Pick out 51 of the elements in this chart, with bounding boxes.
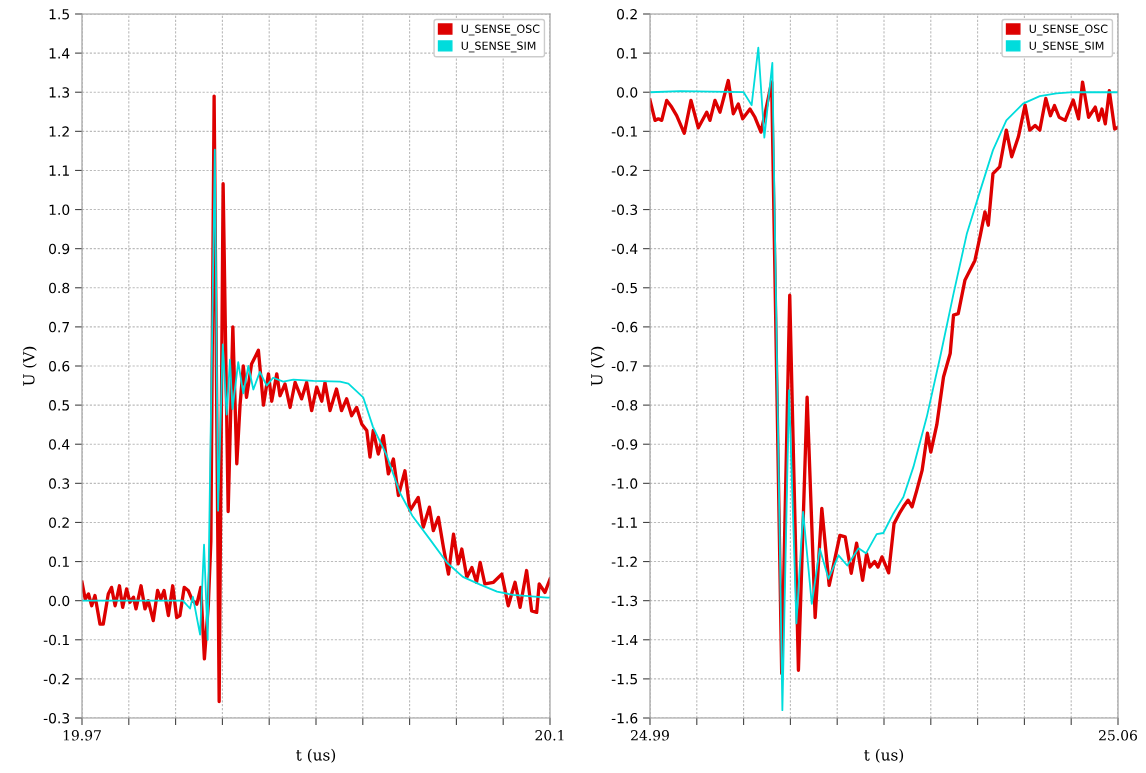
y-tick-label: -0.8 [611, 400, 638, 411]
y-tick-label: -0.4 [611, 243, 638, 255]
y-tick-label: -1.5 [611, 674, 637, 685]
y-tick-label: 0.2 [49, 517, 69, 528]
y-axis-title: U (V) [590, 346, 605, 386]
x-tick-label: 19.97 [63, 730, 101, 741]
y-tick-label: -1.6 [611, 712, 638, 724]
y-tick-label: 1.5 [49, 9, 69, 20]
y-tick-label: -1.0 [611, 478, 638, 489]
y-tick-label: -1.1 [611, 517, 637, 528]
y-tick-label: 0.5 [49, 400, 69, 411]
y-tick-label: -0.2 [43, 673, 69, 685]
y-tick-label: 0.9 [49, 243, 70, 255]
y-tick-label: -0.3 [43, 712, 70, 724]
y-tick-label: 0.4 [49, 439, 70, 450]
y-tick-label: 0.0 [617, 87, 638, 98]
y-tick-label: 0.3 [49, 478, 70, 489]
y-axis-title: U (V) [22, 346, 37, 386]
y-tick-label: -1.2 [611, 556, 637, 567]
y-tick-label: 0.8 [49, 282, 70, 294]
y-tick-label: 1.1 [49, 165, 69, 176]
y-tick-label: 0.6 [49, 360, 70, 372]
legend-label: U_SENSE_OSC [1029, 24, 1108, 36]
x-tick-label: 25.06 [1099, 730, 1138, 741]
y-tick-label: 1.3 [49, 87, 70, 98]
y-tick-label: 0.2 [617, 8, 637, 20]
y-tick-label: -0.2 [611, 165, 637, 176]
y-tick-label: -0.1 [43, 634, 69, 646]
y-tick-label: 1.2 [49, 126, 69, 137]
y-tick-label: 1.4 [49, 48, 70, 59]
y-tick-label: -1.4 [611, 634, 638, 646]
x-axis-title: t (us) [296, 748, 336, 763]
x-axis-title: t (us) [864, 748, 904, 763]
x-tick-label: 20.1 [535, 730, 564, 741]
y-tick-label: -0.9 [611, 439, 638, 450]
legend-label: U_SENSE_SIM [1029, 41, 1104, 53]
y-tick-label: -0.7 [611, 360, 638, 372]
y-tick-label: 0.7 [49, 321, 70, 333]
y-tick-label: 0.0 [49, 595, 70, 607]
x-tick-label: 24.99 [631, 730, 669, 741]
y-tick-label: -0.1 [611, 126, 637, 137]
y-tick-label: -0.3 [611, 204, 638, 216]
legend-label: U_SENSE_OSC [461, 24, 540, 36]
y-tick-label: -0.6 [611, 321, 638, 333]
y-tick-label: 0.1 [617, 48, 637, 59]
y-tick-label: -1.3 [611, 595, 638, 607]
legend-label: U_SENSE_SIM [461, 41, 536, 53]
y-tick-label: 0.1 [49, 556, 69, 568]
y-tick-label: 1.0 [49, 204, 70, 216]
line-series [82, 148, 550, 641]
y-tick-label: -0.5 [611, 282, 637, 294]
